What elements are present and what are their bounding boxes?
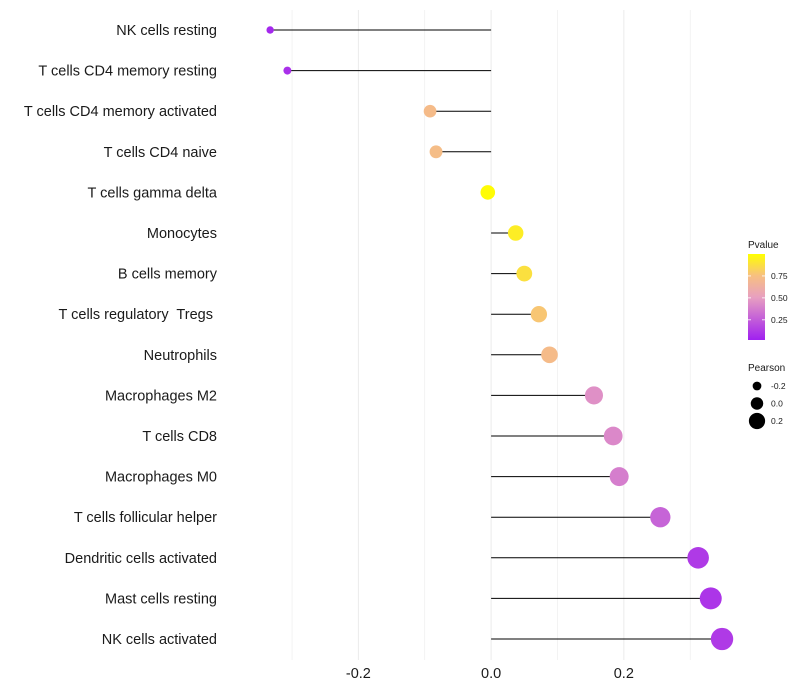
size-key-point [750, 397, 764, 410]
lollipop-point [584, 386, 604, 405]
lollipop-point [429, 145, 443, 159]
lollipop-point [283, 66, 292, 75]
colorbar-tick-label: 0.25 [771, 315, 788, 325]
x-tick-label: -0.2 [346, 666, 371, 682]
category-labels: NK cells resting T cells CD4 memory resti… [24, 23, 218, 648]
pvalue-colorbar-ticks: 0.25 0.50 0.75 [748, 271, 788, 325]
lollipop-point [507, 225, 524, 241]
lollipop-point [541, 346, 558, 364]
pearson-legend-title: Pearson [748, 363, 785, 374]
category-label: T cells regulatory Tregs [59, 307, 218, 323]
size-key-point [748, 412, 766, 430]
category-label: Mast cells resting [105, 591, 217, 607]
x-tick-label: 0.2 [614, 666, 634, 682]
grid-lines [291, 10, 691, 660]
lollipop-point [609, 467, 629, 487]
size-key-point [752, 381, 762, 391]
lollipop-point [530, 306, 548, 323]
lollipop-point [710, 627, 734, 651]
category-label: Macrophages M0 [105, 470, 217, 486]
lollipop-point [603, 426, 623, 446]
x-tick-label: 0.0 [481, 666, 501, 682]
lollipop-stems [270, 29, 723, 640]
category-label: T cells CD8 [142, 429, 217, 445]
category-label: Monocytes [147, 226, 217, 242]
category-label: T cells follicular helper [74, 510, 217, 526]
lollipop-point [516, 265, 533, 282]
size-key-label: 0.0 [771, 399, 783, 409]
x-axis-tick-labels: -0.2 0.0 0.2 [346, 666, 634, 682]
pvalue-colorbar [748, 254, 765, 340]
category-label: B cells memory [118, 267, 218, 283]
legend: Pvalue 0.25 0.50 0.75 Pearson -0.2 0.0 0.2 [748, 240, 788, 430]
lollipop-points [266, 26, 734, 651]
category-label: T cells CD4 memory activated [24, 104, 217, 120]
pvalue-legend-title: Pvalue [748, 240, 779, 251]
pearson-size-keys: -0.2 0.0 0.2 [748, 381, 786, 430]
category-label: T cells CD4 memory resting [38, 64, 217, 80]
category-label: T cells gamma delta [88, 185, 218, 201]
colorbar-tick-label: 0.75 [771, 271, 788, 281]
lollipop-point [687, 547, 709, 569]
category-label: T cells CD4 naive [104, 145, 217, 161]
lollipop-point [423, 104, 437, 118]
category-label: Macrophages M2 [105, 388, 217, 404]
size-key-label: -0.2 [771, 381, 786, 391]
lollipop-point [699, 587, 722, 610]
category-label: Dendritic cells activated [65, 551, 217, 567]
category-label: NK cells activated [102, 632, 217, 648]
lollipop-point [650, 507, 671, 528]
colorbar-tick-label: 0.50 [771, 293, 788, 303]
lollipop-point [266, 26, 274, 34]
lollipop-point [480, 185, 496, 200]
size-key-label: 0.2 [771, 416, 783, 426]
category-label: NK cells resting [116, 23, 217, 39]
category-label: Neutrophils [144, 348, 217, 364]
